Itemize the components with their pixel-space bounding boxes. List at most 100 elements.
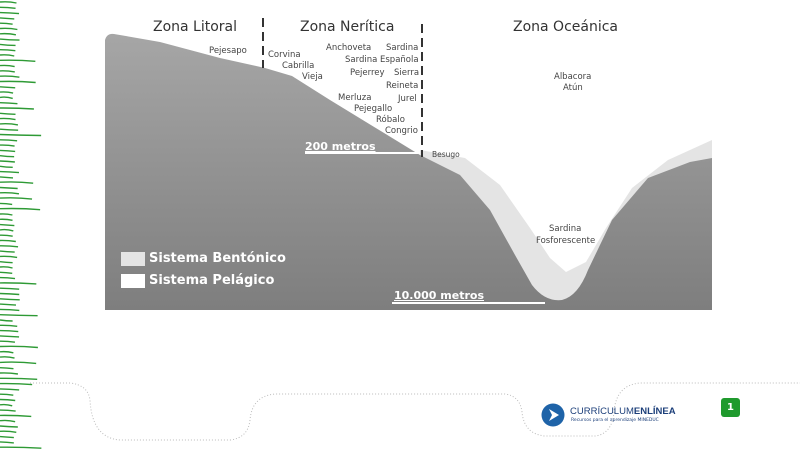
legend-swatch-benthic [121,252,145,266]
green-stroke [0,414,32,418]
green-stroke [0,144,15,147]
green-stroke [0,218,13,221]
species-label: Sierra [394,68,420,78]
green-stroke [0,181,34,184]
species-label: Merluza [338,93,372,103]
green-stroke [0,287,20,290]
green-stroke [0,356,15,359]
green-stroke [0,202,13,206]
green-stroke [0,319,13,322]
green-stroke [0,361,37,365]
green-stroke [0,96,13,100]
green-stroke [0,324,18,327]
species-label: Besugo [432,150,460,159]
logo-main: CURRÍCULUM [570,406,634,417]
green-stroke [0,107,34,110]
green-stroke [0,425,18,428]
depth-label-200: 200 metros [305,140,376,153]
green-stroke [0,303,17,306]
green-stroke [0,398,16,402]
green-stroke [0,234,13,237]
species-label: Fosforescente [536,236,596,246]
green-stroke-decoration [0,1,42,449]
green-stroke [0,329,19,333]
green-stroke [0,49,16,52]
green-stroke [0,345,38,349]
species-label: Congrio [385,126,418,136]
green-stroke [0,340,16,343]
legend-label: Sistema Bentónico [149,251,286,266]
green-stroke [0,165,13,168]
species-label: Anchoveta [326,43,372,53]
green-stroke [0,22,13,25]
green-stroke [0,335,20,338]
species-label: Corvina [268,50,301,60]
zone-oceanica-label: Zona Oceánica [513,19,619,35]
green-stroke [0,213,13,216]
green-stroke [0,245,19,248]
green-stroke [0,292,20,296]
species-label: Pejegallo [354,104,393,114]
green-stroke [0,441,14,444]
green-stroke [0,435,14,439]
green-stroke [0,176,14,179]
green-stroke [0,372,19,375]
zone-neritica-label: Zona Nerítica [300,19,395,35]
species-label: Róbalo [376,115,405,125]
green-stroke [0,403,13,407]
legend-label: Sistema Pelágico [149,273,275,288]
depth-label-10000: 10.000 metros [394,289,484,302]
species-label: Jurel [398,94,417,104]
logo-bold: ENLÍNEA [633,406,676,417]
logo-subtitle: Recursos para el aprendizaje MINEDUC [571,418,659,423]
green-stroke [0,314,38,317]
green-stroke [0,80,36,84]
green-stroke [0,261,13,264]
green-stroke [0,430,17,433]
green-stroke [0,1,17,4]
green-stroke [0,122,19,126]
seafloor [105,33,712,310]
species-label: Vieja [302,72,323,82]
green-stroke [0,350,14,354]
legend-swatch-pelagic [121,274,145,288]
green-stroke [0,43,16,47]
zone-dividers [262,18,423,157]
species-label: Sardina Española [345,55,419,65]
zone-litoral-label: Zona Litoral [153,19,238,35]
green-stroke [0,446,42,449]
green-stroke [0,207,41,211]
footer-dotted-outline [30,382,800,441]
species-label: Sardina [386,43,419,53]
green-stroke [0,393,14,396]
green-stroke [0,102,18,105]
green-stroke [0,276,16,280]
green-stroke [0,419,16,423]
green-stroke [0,409,16,412]
species-label: Pejerrey [350,68,385,78]
page-number-badge: 1 [721,398,740,417]
green-stroke [0,91,14,94]
green-stroke [0,160,15,163]
green-stroke [0,170,20,174]
green-stroke [0,298,20,301]
green-stroke [0,367,14,370]
green-stroke [0,112,16,115]
green-stroke [0,139,18,142]
green-stroke [0,59,36,62]
green-stroke [0,388,20,391]
species-label: Albacora [554,72,592,82]
green-stroke [0,11,20,15]
green-stroke [0,155,15,158]
green-stroke [0,271,13,274]
green-stroke [0,86,16,89]
species-label: Reineta [386,81,419,91]
green-stroke [0,223,15,227]
green-stroke [0,255,18,259]
green-stroke [0,186,18,190]
green-stroke [0,17,15,20]
green-stroke [0,117,16,121]
green-stroke [0,133,42,137]
species-label: Pejesapo [209,46,247,56]
